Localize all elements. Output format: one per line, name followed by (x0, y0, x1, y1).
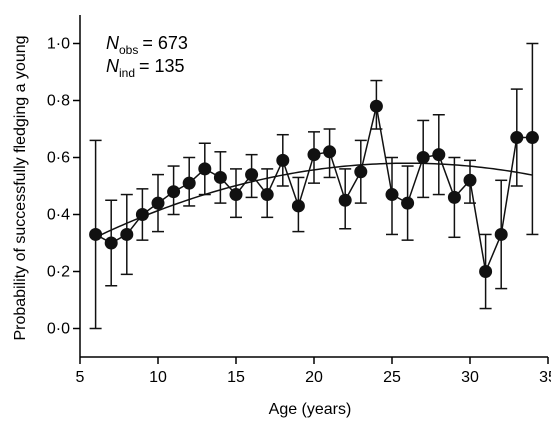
y-tick-label: 0·6 (47, 150, 70, 167)
x-tick-label: 35 (539, 369, 551, 386)
x-tick-label: 25 (383, 369, 401, 386)
data-point (494, 227, 508, 241)
data-point (89, 227, 103, 241)
data-point (385, 188, 399, 202)
data-point (120, 227, 134, 241)
data-point (463, 173, 477, 187)
x-tick-label: 5 (76, 369, 85, 386)
x-tick-label: 10 (149, 369, 167, 386)
data-point (135, 208, 149, 221)
axes: 0·0 0·2 0·4 0·6 0·8 1·0 5 10 15 20 25 30 35 (47, 15, 551, 386)
x-tick-label: 15 (227, 369, 245, 386)
data-point (401, 196, 415, 210)
series-line (95, 106, 533, 275)
data-point (447, 190, 461, 204)
y-tick-label: 0·2 (47, 264, 70, 281)
y-tick-label: 1·0 (47, 36, 70, 53)
y-axis-label: Probability of successfully fledging a y… (12, 35, 29, 340)
data-point (416, 151, 430, 164)
data-point (151, 196, 165, 210)
y-tick-label: 0·4 (47, 207, 70, 224)
data-point (338, 193, 352, 207)
data-point (276, 153, 290, 167)
data-point (510, 131, 524, 145)
data-point (104, 236, 118, 250)
x-axis-label: Age (years) (269, 401, 352, 418)
n-obs-annotation: Nobs = 673 (106, 33, 188, 57)
data-point (213, 170, 227, 184)
x-tick-label: 20 (305, 369, 323, 386)
data-point (182, 176, 196, 190)
y-tick-label: 0·0 (47, 321, 70, 338)
n-ind-annotation: Nind = 135 (106, 56, 185, 80)
data-series-group (95, 106, 533, 275)
data-point (229, 188, 243, 202)
data-point (369, 99, 383, 113)
y-tick-label: 0·8 (47, 93, 70, 110)
data-point (260, 188, 274, 202)
data-point (167, 185, 181, 199)
data-point (479, 265, 493, 278)
data-point (525, 131, 539, 145)
data-point (307, 148, 321, 162)
data-point (291, 199, 305, 213)
data-point (245, 168, 259, 182)
data-point (323, 145, 337, 159)
markers-group (89, 99, 539, 278)
data-point (354, 165, 368, 179)
data-point (432, 148, 446, 162)
x-tick-label: 30 (461, 369, 479, 386)
data-point (198, 162, 212, 176)
